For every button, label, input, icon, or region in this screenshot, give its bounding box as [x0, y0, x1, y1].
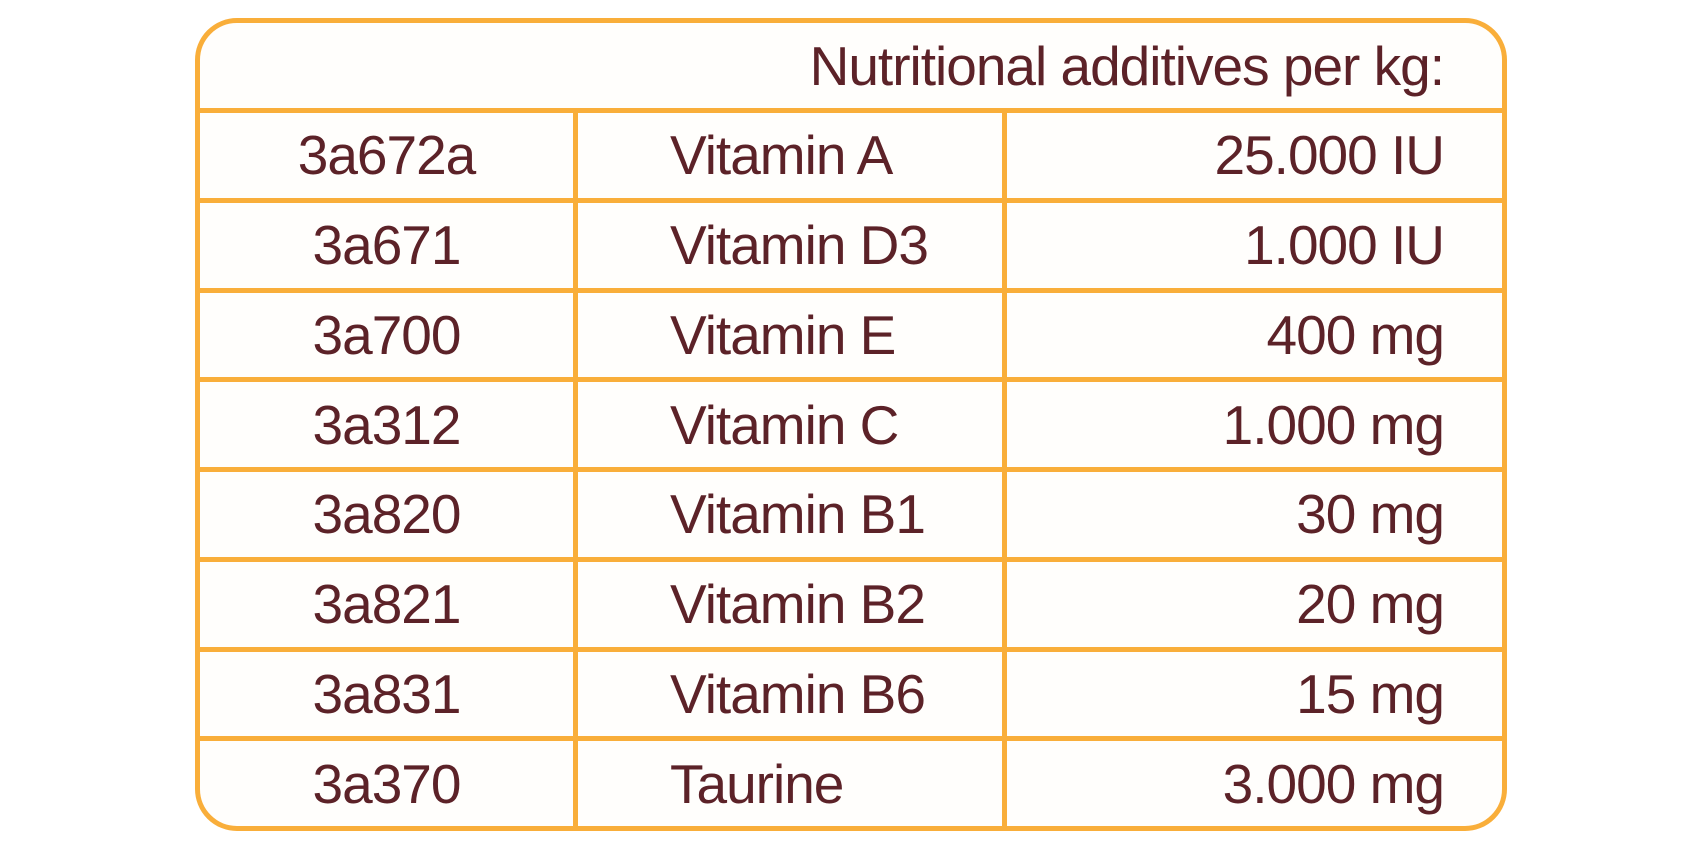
additive-name-cell: Vitamin E — [573, 287, 1002, 378]
additive-amount-cell: 20 mg — [1002, 556, 1502, 647]
additive-amount-cell: 1.000 IU — [1002, 197, 1502, 288]
additive-name-cell: Vitamin D3 — [573, 197, 1002, 288]
additive-amount-cell: 3.000 mg — [1002, 736, 1502, 826]
additive-amount-cell: 30 mg — [1002, 467, 1502, 557]
table-title: Nutritional additives per kg: — [809, 34, 1445, 97]
additive-code-cell: 3a370 — [200, 736, 573, 826]
additive-code-cell: 3a672a — [200, 108, 573, 198]
additive-code-cell: 3a821 — [200, 556, 573, 647]
additive-amount-cell: 1.000 mg — [1002, 377, 1502, 467]
additive-name-cell: Vitamin B6 — [573, 646, 1002, 737]
additive-amount-cell: 400 mg — [1002, 287, 1502, 378]
additive-name-cell: Vitamin B2 — [573, 556, 1002, 647]
additive-name-cell: Vitamin B1 — [573, 467, 1002, 557]
additive-name-cell: Taurine — [573, 736, 1002, 826]
additive-amount-cell: 15 mg — [1002, 646, 1502, 737]
additive-code-cell: 3a831 — [200, 646, 573, 737]
additive-name-cell: Vitamin C — [573, 377, 1002, 467]
additive-code-cell: 3a700 — [200, 287, 573, 378]
additive-amount-cell: 25.000 IU — [1002, 108, 1502, 198]
additive-code-cell: 3a671 — [200, 197, 573, 288]
additive-code-cell: 3a820 — [200, 467, 573, 557]
additive-name-cell: Vitamin A — [573, 108, 1002, 198]
additive-code-cell: 3a312 — [200, 377, 573, 467]
nutritional-additives-table: Nutritional additives per kg: 3a672a Vit… — [195, 18, 1507, 831]
